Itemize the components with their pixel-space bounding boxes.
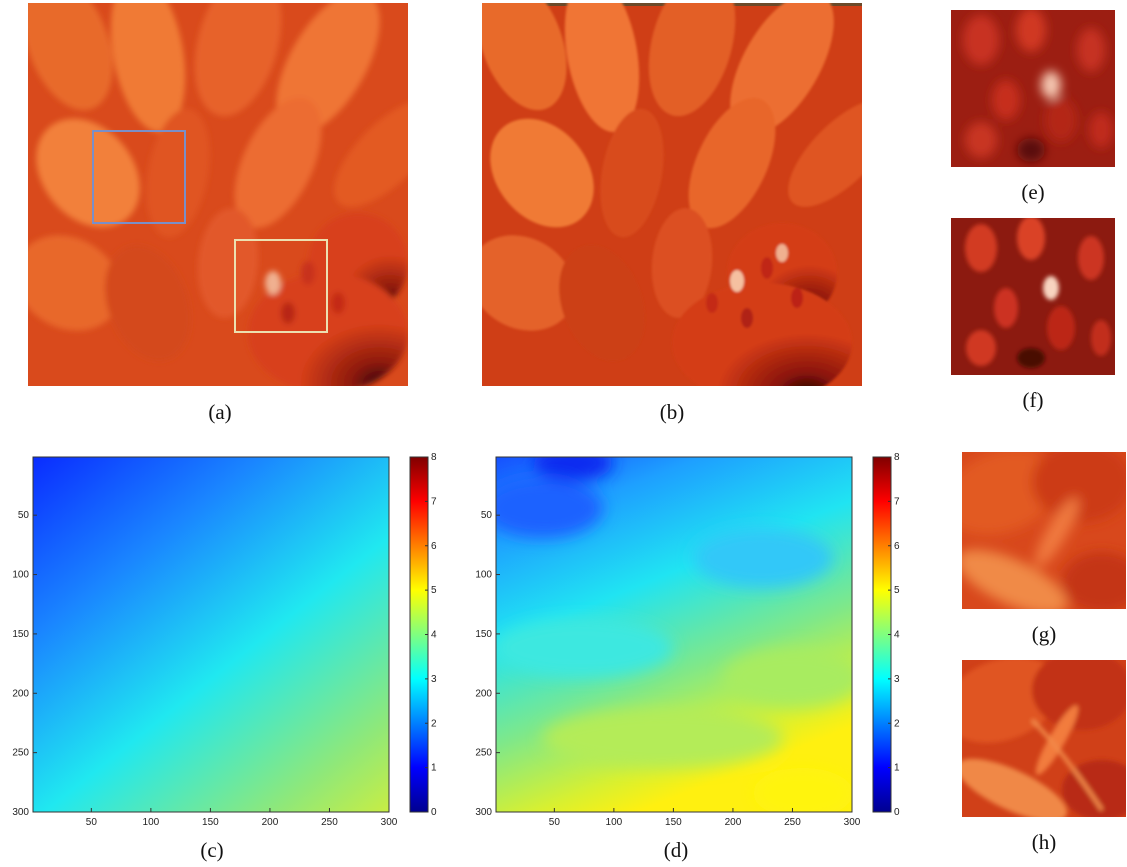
heatmap-c-ytick-label: 150 xyxy=(12,629,29,640)
heatmap-c-xtick-label: 100 xyxy=(143,817,160,828)
heatmap-d-xtick-label: 100 xyxy=(606,817,623,828)
caption-g: (g) xyxy=(1031,622,1057,646)
heatmap-c-ytick-label: 250 xyxy=(12,748,29,759)
heatmap-c-xtick-label: 300 xyxy=(381,817,398,828)
heatmap-c-colorbar-label: 2 xyxy=(431,718,437,729)
heatmap-d-xtick-label: 200 xyxy=(725,817,742,828)
crop-image-h xyxy=(962,660,1126,817)
heatmap-c-ytick-label: 300 xyxy=(12,807,29,818)
heatmap-d-ytick-label: 200 xyxy=(475,688,492,699)
roi-box-cream xyxy=(234,239,328,333)
heatmap-d-xtick-label: 300 xyxy=(844,817,861,828)
heatmap-d-colorbar-label: 2 xyxy=(894,718,900,729)
heatmap-c-ytick-label: 100 xyxy=(12,570,29,581)
heatmap-d-colorbar-label: 5 xyxy=(894,585,900,596)
heatmap-d-xtick-label: 150 xyxy=(665,817,682,828)
heatmap-c-colorbar-label: 6 xyxy=(431,541,437,552)
heatmap-d-xtick-label: 250 xyxy=(784,817,801,828)
heatmap-d-ytick-label: 50 xyxy=(481,510,493,521)
heatmap-c: 50 100 150 200 250 300 50 100 150 200 250 300 0 1 2 3 4… xyxy=(12,452,437,828)
caption-f: (f) xyxy=(1022,388,1044,412)
caption-d: (d) xyxy=(663,838,689,862)
heatmap-d-colorbar-label: 6 xyxy=(894,541,900,552)
flower-image-a xyxy=(28,3,408,386)
heatmap-c-ytick-label: 200 xyxy=(12,688,29,699)
flower-image-b xyxy=(482,3,862,386)
heatmap-d-colorbar-label: 8 xyxy=(894,452,900,463)
heatmap-d-ytick-label: 150 xyxy=(475,629,492,640)
heatmap-c-xtick-label: 200 xyxy=(262,817,279,828)
heatmap-d-colorbar-label: 1 xyxy=(894,763,900,774)
caption-b: (b) xyxy=(659,400,685,424)
heatmap-c-xtick-label: 150 xyxy=(202,817,219,828)
heatmap-c-colorbar-label: 1 xyxy=(431,763,437,774)
heatmap-c-xtick-label: 250 xyxy=(321,817,338,828)
heatmap-c-field xyxy=(33,457,389,812)
caption-e: (e) xyxy=(1021,180,1045,204)
heatmap-c-colorbar-label: 8 xyxy=(431,452,437,463)
heatmap-d-colorbar-label: 7 xyxy=(894,496,900,507)
heatmap-c-colorbar-label: 5 xyxy=(431,585,437,596)
heatmap-d-xtick-label: 50 xyxy=(549,817,561,828)
heatmap-c-colorbar-label: 3 xyxy=(431,674,437,685)
heatmap-c-colorbar-label: 4 xyxy=(431,630,437,641)
crop-image-f xyxy=(951,218,1115,375)
heatmap-c-colorbar-label: 0 xyxy=(431,807,437,818)
heatmap-c-ytick-label: 50 xyxy=(18,510,30,521)
heatmap-d-ytick-label: 300 xyxy=(475,807,492,818)
caption-h: (h) xyxy=(1031,830,1057,854)
heatmap-c-colorbar-label: 7 xyxy=(431,496,437,507)
heatmap-d: 50 100 150 200 250 300 50 100 150 200 250 300 0 1 2 3 4… xyxy=(475,452,900,828)
crop-image-e xyxy=(951,10,1115,167)
caption-c: (c) xyxy=(200,838,224,862)
heatmap-c-xtick-label: 50 xyxy=(86,817,98,828)
crop-image-g xyxy=(962,452,1126,609)
heatmap-d-colorbar-label: 0 xyxy=(894,807,900,818)
heatmap-d-ytick-label: 100 xyxy=(475,570,492,581)
heatmap-d-colorbar-label: 3 xyxy=(894,674,900,685)
heatmap-d-ytick-label: 250 xyxy=(475,748,492,759)
heatmap-d-colorbar-label: 4 xyxy=(894,630,900,641)
roi-box-blue xyxy=(92,130,186,224)
caption-a: (a) xyxy=(208,400,232,424)
